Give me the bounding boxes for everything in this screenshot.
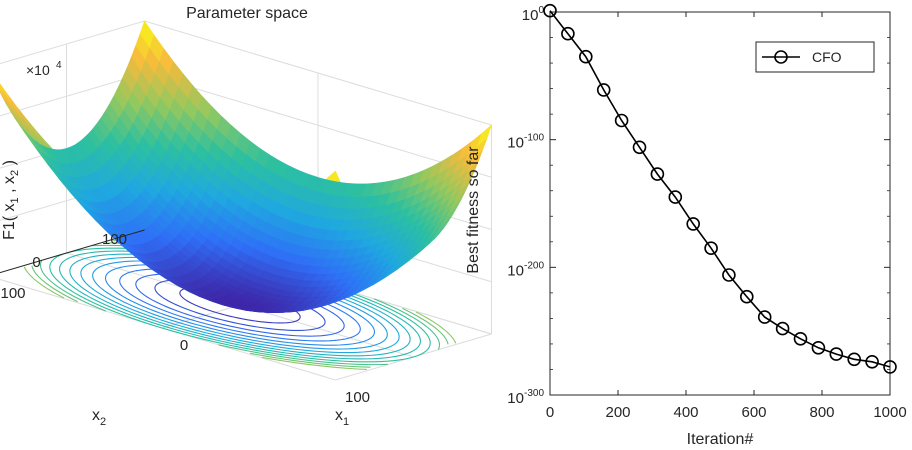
data-point xyxy=(739,289,754,304)
x1-tick-label: 0 xyxy=(180,337,188,354)
x2-axis-line xyxy=(0,229,145,274)
data-point xyxy=(865,354,879,369)
svg-text:4: 4 xyxy=(56,60,62,71)
y-tick-label: 100 xyxy=(522,5,545,24)
y-tick-label: 10-300 xyxy=(507,388,544,407)
data-point xyxy=(561,26,575,41)
y-tick-label: 10-100 xyxy=(507,133,544,152)
data-point xyxy=(829,347,844,361)
x1-tick-label: 100 xyxy=(345,389,370,406)
z-axis-label: F1( x1 , x2 ) xyxy=(1,160,21,240)
data-point xyxy=(614,113,629,128)
z-exponent-label: ×10 4 xyxy=(26,60,62,78)
data-point xyxy=(668,190,683,204)
convergence-axes: 0 200 400 600 800 1000 100 10-100 10-200 10-300 xyxy=(507,5,906,421)
x-axis-label: Iteration# xyxy=(687,431,754,448)
data-point xyxy=(811,340,826,355)
data-point xyxy=(650,167,665,181)
x-tick-label: 600 xyxy=(741,404,766,421)
x2-tick-label: 0 xyxy=(32,254,40,271)
convergence-plot: 0 200 400 600 800 1000 100 10-100 10-200 10-300 C… xyxy=(465,3,907,448)
y-tick-label: 10-200 xyxy=(507,260,544,279)
data-point xyxy=(757,310,772,324)
data-point xyxy=(596,83,611,97)
x-tick-label: 800 xyxy=(809,404,834,421)
x-tick-label: 400 xyxy=(673,404,698,421)
data-point xyxy=(775,321,790,336)
legend-marker xyxy=(774,50,788,64)
x-tick-label: 1000 xyxy=(873,404,906,421)
surface-title: Parameter space xyxy=(186,5,308,22)
x1-tick-label: -100 xyxy=(0,285,26,302)
data-point xyxy=(722,268,736,282)
svg-text:×10: ×10 xyxy=(26,62,50,78)
svg-text:x1: x1 xyxy=(335,407,349,428)
data-point xyxy=(632,140,647,155)
data-point xyxy=(793,331,808,346)
legend: CFO xyxy=(755,41,875,73)
plot-frame xyxy=(549,11,891,396)
x-tick-label: 200 xyxy=(605,404,630,421)
data-point xyxy=(847,352,862,367)
surface-mesh xyxy=(0,20,493,314)
series-cfo xyxy=(543,3,897,374)
y-axis-label: Best fitness so far xyxy=(465,146,482,274)
data-point xyxy=(543,3,557,18)
legend-label: CFO xyxy=(812,49,842,65)
svg-text:F1( x1 , x2 ): F1( x1 , x2 ) xyxy=(1,160,21,240)
data-point xyxy=(704,241,718,255)
svg-text:x2: x2 xyxy=(92,407,106,428)
data-point xyxy=(883,360,897,374)
x1-axis-label: x1 xyxy=(335,407,349,428)
x-tick-label: 0 xyxy=(546,404,554,421)
x2-axis-label: x2 xyxy=(92,407,106,428)
data-point xyxy=(686,217,701,231)
x2-tick-label: 100 xyxy=(102,231,127,248)
data-point xyxy=(578,49,593,64)
